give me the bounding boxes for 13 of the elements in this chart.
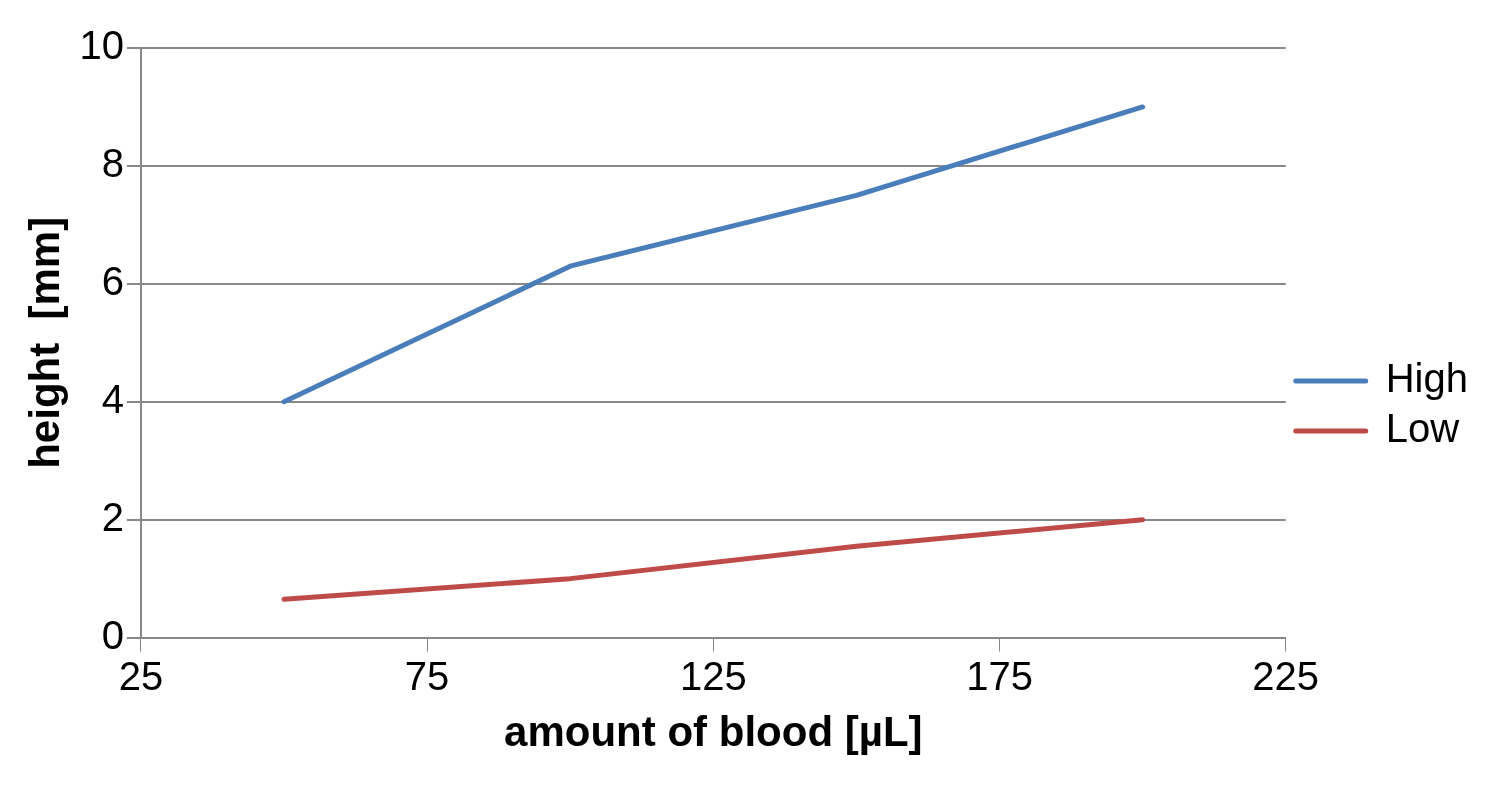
legend-label: High: [1385, 356, 1468, 401]
y-axis-title: height [mm]: [20, 216, 68, 469]
x-tick-label: 125: [679, 653, 747, 698]
y-tick-label: 8: [101, 140, 124, 185]
x-tick-label: 75: [404, 653, 450, 698]
x-tick-label: 225: [1252, 653, 1320, 698]
y-tick-label: 10: [79, 23, 124, 68]
y-tick-label: 4: [101, 376, 124, 421]
x-tick-label: 175: [966, 653, 1033, 698]
legend-label: Low: [1385, 406, 1460, 451]
y-tick-label: 6: [101, 258, 124, 303]
x-axis-title: amount of blood [µL]: [504, 708, 923, 756]
y-tick-label: 2: [101, 494, 124, 539]
